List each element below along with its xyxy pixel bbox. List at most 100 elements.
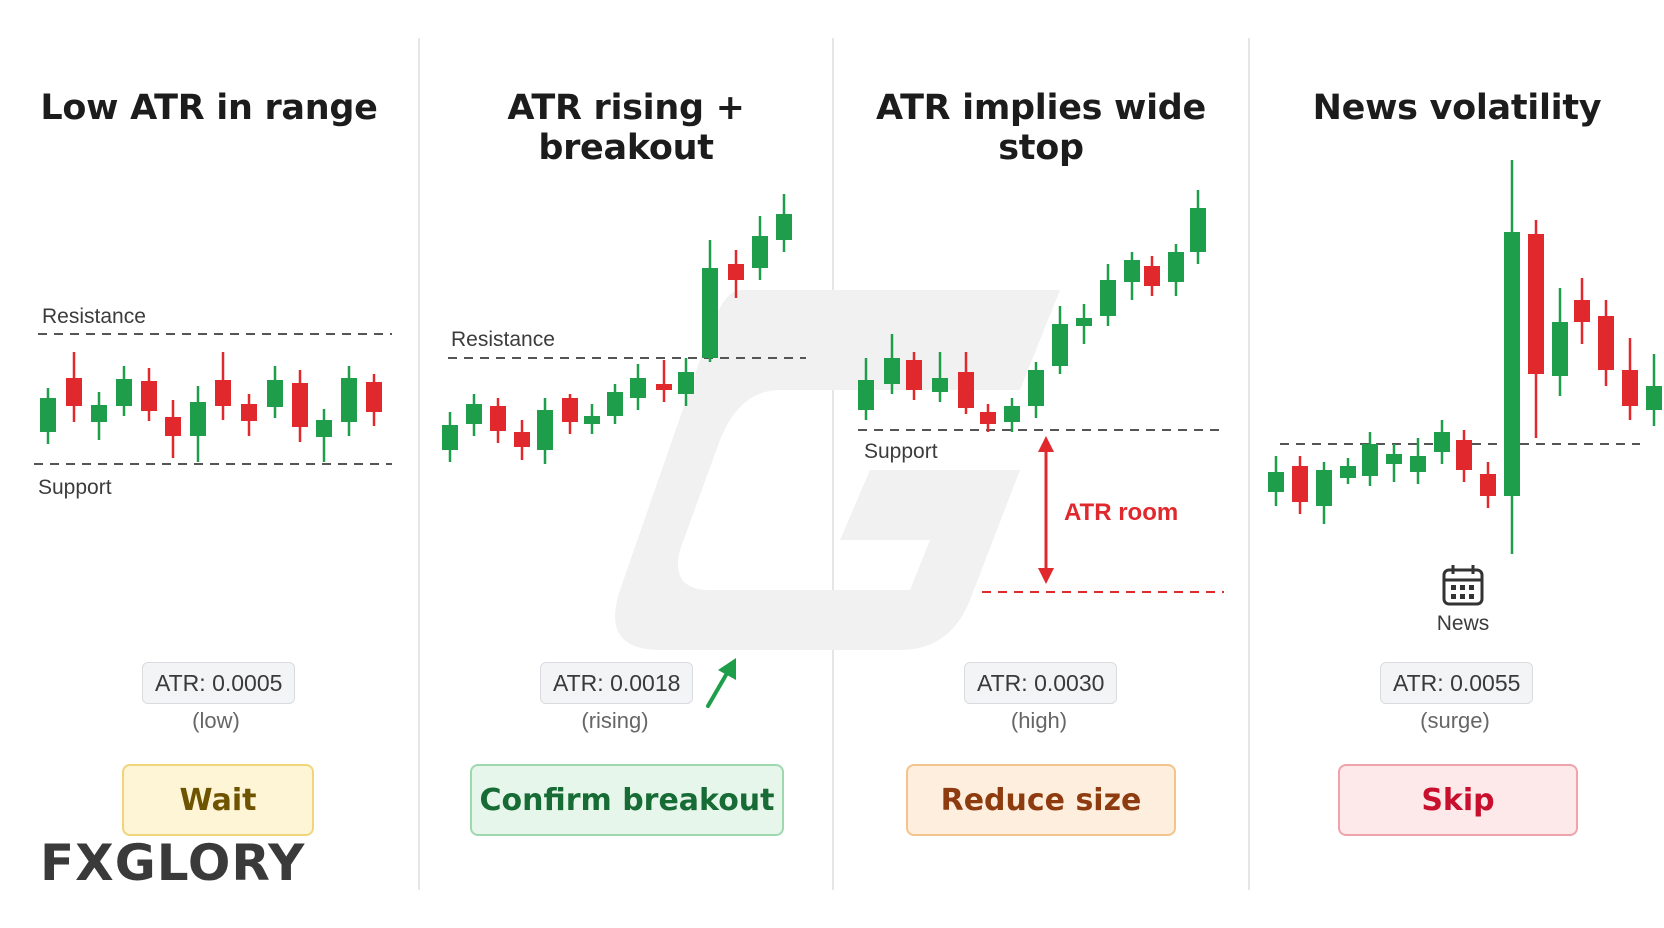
candle-body	[776, 214, 792, 240]
candle-body	[1100, 280, 1116, 316]
candle-body	[656, 384, 672, 390]
resistance-label: Resistance	[451, 328, 555, 351]
candle-body	[1076, 318, 1092, 326]
calendar-icon	[1442, 565, 1484, 606]
candle-body	[678, 372, 694, 394]
candle-body	[562, 398, 578, 422]
candle-body	[1144, 266, 1160, 286]
candle-body	[267, 380, 283, 407]
atr-note: (low)	[192, 708, 240, 733]
logo-text-fx: FX	[40, 834, 115, 892]
panel-title: ATR rising + breakout	[507, 88, 745, 168]
action-button-wait[interactable]: Wait	[122, 764, 314, 836]
panel-title: Low ATR in range	[40, 88, 378, 128]
candle-body	[40, 398, 56, 432]
candle-body	[958, 372, 974, 408]
rising-arrow-icon	[706, 658, 736, 708]
candle-body	[241, 404, 257, 421]
atr-room-label: ATR room	[1064, 499, 1178, 526]
panel-breakout: ATR rising + breakout Resistance ATR: 0.…	[420, 0, 832, 928]
candle-body	[341, 378, 357, 422]
candle-body	[1004, 406, 1020, 422]
candle-body	[1528, 234, 1544, 374]
candle-body	[1190, 208, 1206, 252]
watermark-logo	[615, 290, 1060, 650]
candle-body	[1292, 466, 1308, 502]
candle-body	[1646, 386, 1662, 410]
candle-body	[442, 425, 458, 450]
candle-body	[1124, 260, 1140, 282]
candle-body	[858, 380, 874, 410]
panel-news: News volatility News ATR: 0.0055 (surge)…	[1250, 0, 1664, 928]
candle-body	[116, 379, 132, 406]
candle-body	[215, 380, 231, 406]
candle-body	[702, 268, 718, 358]
candle-body	[1052, 324, 1068, 366]
candle-body	[141, 381, 157, 411]
candle-body	[91, 405, 107, 422]
candles	[40, 352, 382, 462]
candle-body	[1268, 472, 1284, 492]
action-button-confirm-breakout[interactable]: Confirm breakout	[470, 764, 784, 836]
candle-body	[980, 412, 996, 424]
candle-body	[1480, 474, 1496, 496]
panel-wide-stop: ATR implies wide stop Support ATR room A…	[834, 0, 1248, 928]
candle-body	[490, 406, 506, 431]
candle-body	[728, 264, 744, 280]
candle-body	[1456, 440, 1472, 470]
candle-body	[537, 410, 553, 450]
atr-note: (surge)	[1420, 708, 1490, 733]
candle-body	[1434, 432, 1450, 452]
candle-body	[1574, 300, 1590, 322]
candles	[442, 194, 792, 464]
breakout-chart: Resistance	[442, 194, 806, 708]
support-label: Support	[864, 440, 938, 463]
panel-divider	[1248, 38, 1250, 890]
candle-body	[584, 416, 600, 424]
candle-body	[906, 360, 922, 390]
candle-body	[514, 432, 530, 447]
candle-body	[1622, 370, 1638, 406]
candle-body	[466, 404, 482, 424]
news-label: News	[1437, 612, 1490, 635]
candle-body	[884, 358, 900, 384]
panel-divider	[418, 38, 420, 890]
candle-body	[752, 236, 768, 268]
candle-body	[1598, 316, 1614, 370]
candle-body	[1340, 466, 1356, 478]
news-chart: News	[1268, 160, 1662, 635]
candle-body	[292, 383, 308, 427]
candle-body	[1316, 470, 1332, 506]
action-button-skip[interactable]: Skip	[1338, 764, 1578, 836]
brand-logo: FXGLORY	[40, 834, 305, 892]
candle-body	[1552, 322, 1568, 376]
candle-body	[1028, 370, 1044, 406]
candle-body	[66, 378, 82, 406]
candle-body	[607, 392, 623, 416]
support-label: Support	[38, 476, 112, 499]
panel-title: ATR implies wide stop	[876, 88, 1206, 168]
candle-body	[1362, 444, 1378, 476]
atr-value-pill: ATR: 0.0018	[540, 662, 694, 704]
atr-room-arrow	[1038, 436, 1054, 584]
atr-value-pill: ATR: 0.0030	[964, 662, 1118, 704]
atr-value-pill: ATR: 0.0055	[1380, 662, 1534, 704]
candles	[1268, 160, 1662, 554]
panel-low-atr: Low ATR in range Resistance Support ATR:…	[0, 0, 418, 928]
candle-body	[1168, 252, 1184, 282]
candle-body	[630, 378, 646, 398]
candle-body	[316, 420, 332, 437]
atr-note: (high)	[1010, 708, 1068, 733]
candle-body	[190, 402, 206, 436]
atr-value-pill: ATR: 0.0005	[142, 662, 296, 704]
candle-body	[932, 378, 948, 392]
candle-body	[1504, 232, 1520, 496]
candle-body	[366, 382, 382, 412]
resistance-label: Resistance	[42, 305, 146, 328]
candle-body	[165, 417, 181, 436]
logo-text-glory: GLORY	[114, 834, 306, 892]
action-button-reduce-size[interactable]: Reduce size	[906, 764, 1176, 836]
atr-note: (rising)	[581, 708, 649, 733]
panel-title: News volatility	[1312, 88, 1602, 128]
candles	[858, 190, 1206, 432]
